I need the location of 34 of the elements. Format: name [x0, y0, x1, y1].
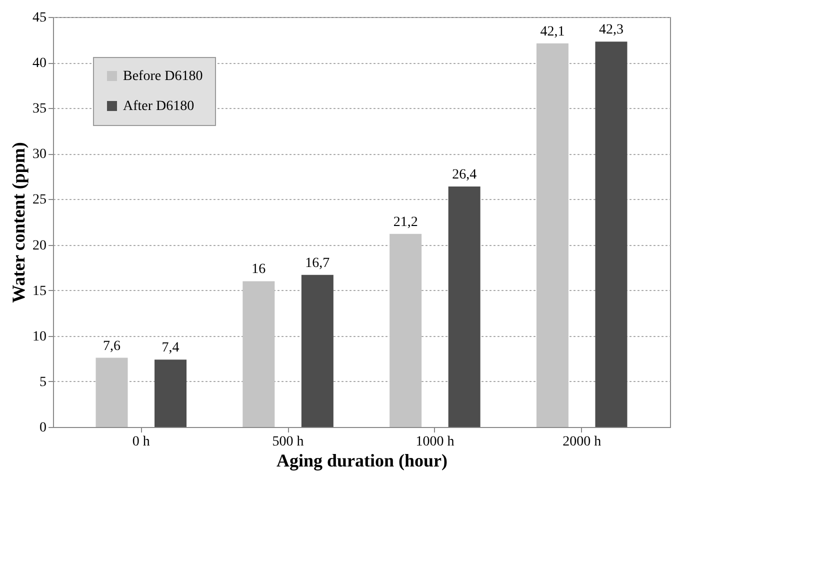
x-tick-label: 500 h	[272, 434, 304, 450]
x-tick-label: 2000 h	[562, 434, 602, 450]
bar	[536, 43, 568, 427]
y-tick-label: 0	[40, 420, 46, 436]
y-tick-label: 5	[40, 374, 46, 390]
data-label: 7,6	[103, 338, 121, 354]
x-tick-label: 1000 h	[416, 434, 454, 450]
bar	[390, 234, 422, 427]
y-axis-title: Water content (ppm)	[8, 142, 28, 303]
data-label: 42,3	[598, 22, 624, 38]
y-tick-label: 45	[32, 10, 46, 26]
x-axis-title: Aging duration (hour)	[276, 450, 448, 470]
y-tick-label: 40	[32, 56, 46, 72]
y-tick-label: 15	[32, 284, 46, 299]
y-tick-label: 30	[32, 147, 46, 162]
bar	[448, 186, 480, 427]
bar	[595, 42, 628, 427]
data-label: 42,1	[540, 24, 565, 40]
bar	[242, 281, 275, 427]
bar	[154, 360, 187, 427]
legend-label: Before D6180	[123, 69, 203, 84]
bar	[301, 274, 334, 427]
x-tick-label: 0 h	[132, 434, 150, 450]
y-tick-label: 25	[32, 192, 46, 208]
data-label: 16,7	[305, 256, 330, 271]
data-label: 26,4	[452, 167, 477, 182]
y-tick-label: 35	[32, 102, 46, 117]
legend-label: After D6180	[123, 99, 194, 114]
data-label: 7,4	[162, 340, 180, 356]
data-label: 21,2	[393, 214, 418, 230]
y-tick-label: 20	[32, 238, 46, 254]
y-tick-label: 10	[32, 329, 46, 344]
bar	[96, 358, 128, 427]
data-label: 16	[252, 262, 266, 278]
